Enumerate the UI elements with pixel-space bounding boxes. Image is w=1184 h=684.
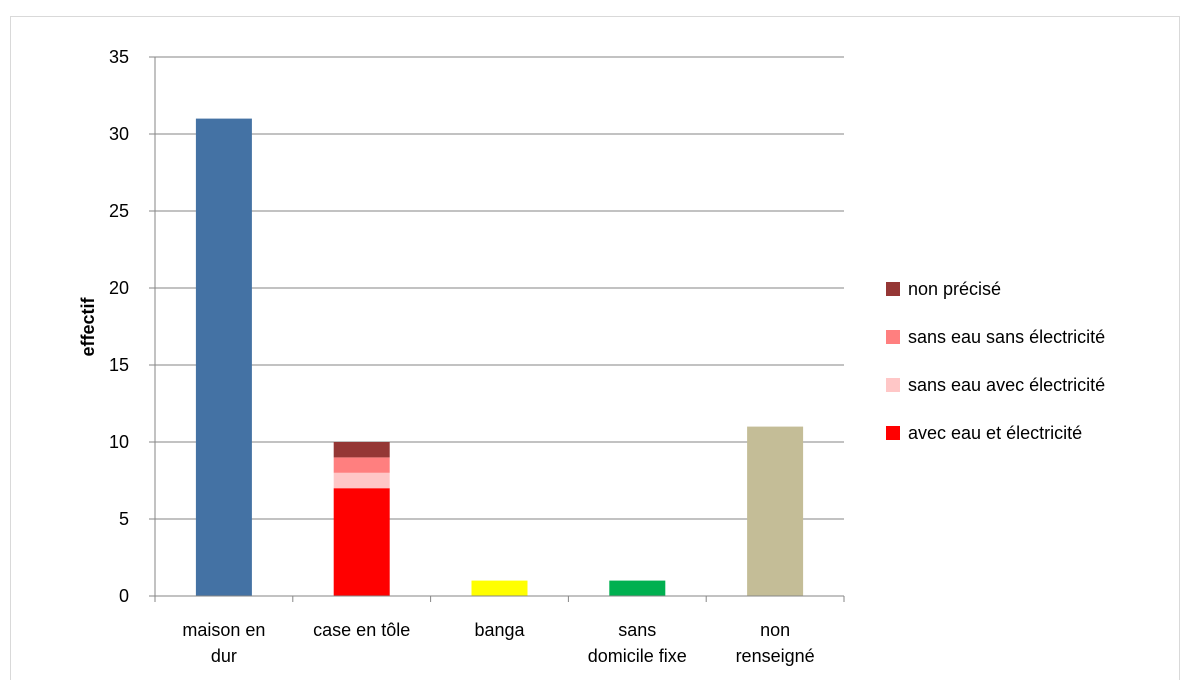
y-tick-label: 25 xyxy=(109,201,129,221)
legend-label: sans eau avec électricité xyxy=(908,375,1105,395)
y-tick-label: 30 xyxy=(109,124,129,144)
y-axis: 0 5 10 15 20 25 30 35 xyxy=(109,47,156,606)
x-tick-label: maison en xyxy=(182,620,265,640)
x-tick-label: domicile fixe xyxy=(588,646,687,666)
bar-segment xyxy=(333,472,390,489)
y-tick-label: 20 xyxy=(109,278,129,298)
legend-swatch xyxy=(886,282,900,296)
bar-segment xyxy=(747,426,804,596)
x-tick-label: case en tôle xyxy=(313,620,410,640)
legend-label: sans eau sans électricité xyxy=(908,327,1105,347)
x-tick-label: dur xyxy=(211,646,237,666)
chart-frame xyxy=(10,16,1180,680)
x-tick-label: banga xyxy=(474,620,525,640)
legend-swatch xyxy=(886,330,900,344)
y-tick-label: 15 xyxy=(109,355,129,375)
x-axis: maison en dur case en tôle banga sans domicil… xyxy=(154,595,845,666)
bar-segment xyxy=(195,118,252,596)
bar-segment xyxy=(471,580,528,596)
bars xyxy=(195,118,804,596)
y-tick-label: 5 xyxy=(119,509,129,529)
gridlines xyxy=(155,56,844,520)
y-tick-label: 0 xyxy=(119,586,129,606)
legend-label: avec eau et électricité xyxy=(908,423,1082,443)
x-tick-label: renseigné xyxy=(736,646,815,666)
bar-segment xyxy=(333,442,390,458)
y-axis-label: effectif xyxy=(78,296,98,356)
legend: non précisé sans eau sans électricité sans… xyxy=(886,279,1105,443)
y-tick-label: 35 xyxy=(109,47,129,67)
y-tick-label: 10 xyxy=(109,432,129,452)
legend-swatch xyxy=(886,378,900,392)
x-tick-label: non xyxy=(760,620,790,640)
x-tick-label: sans xyxy=(618,620,656,640)
bar-segment xyxy=(333,457,390,473)
bar-segment xyxy=(609,580,666,596)
legend-label: non précisé xyxy=(908,279,1001,299)
bar-segment xyxy=(333,488,390,596)
legend-swatch xyxy=(886,426,900,440)
